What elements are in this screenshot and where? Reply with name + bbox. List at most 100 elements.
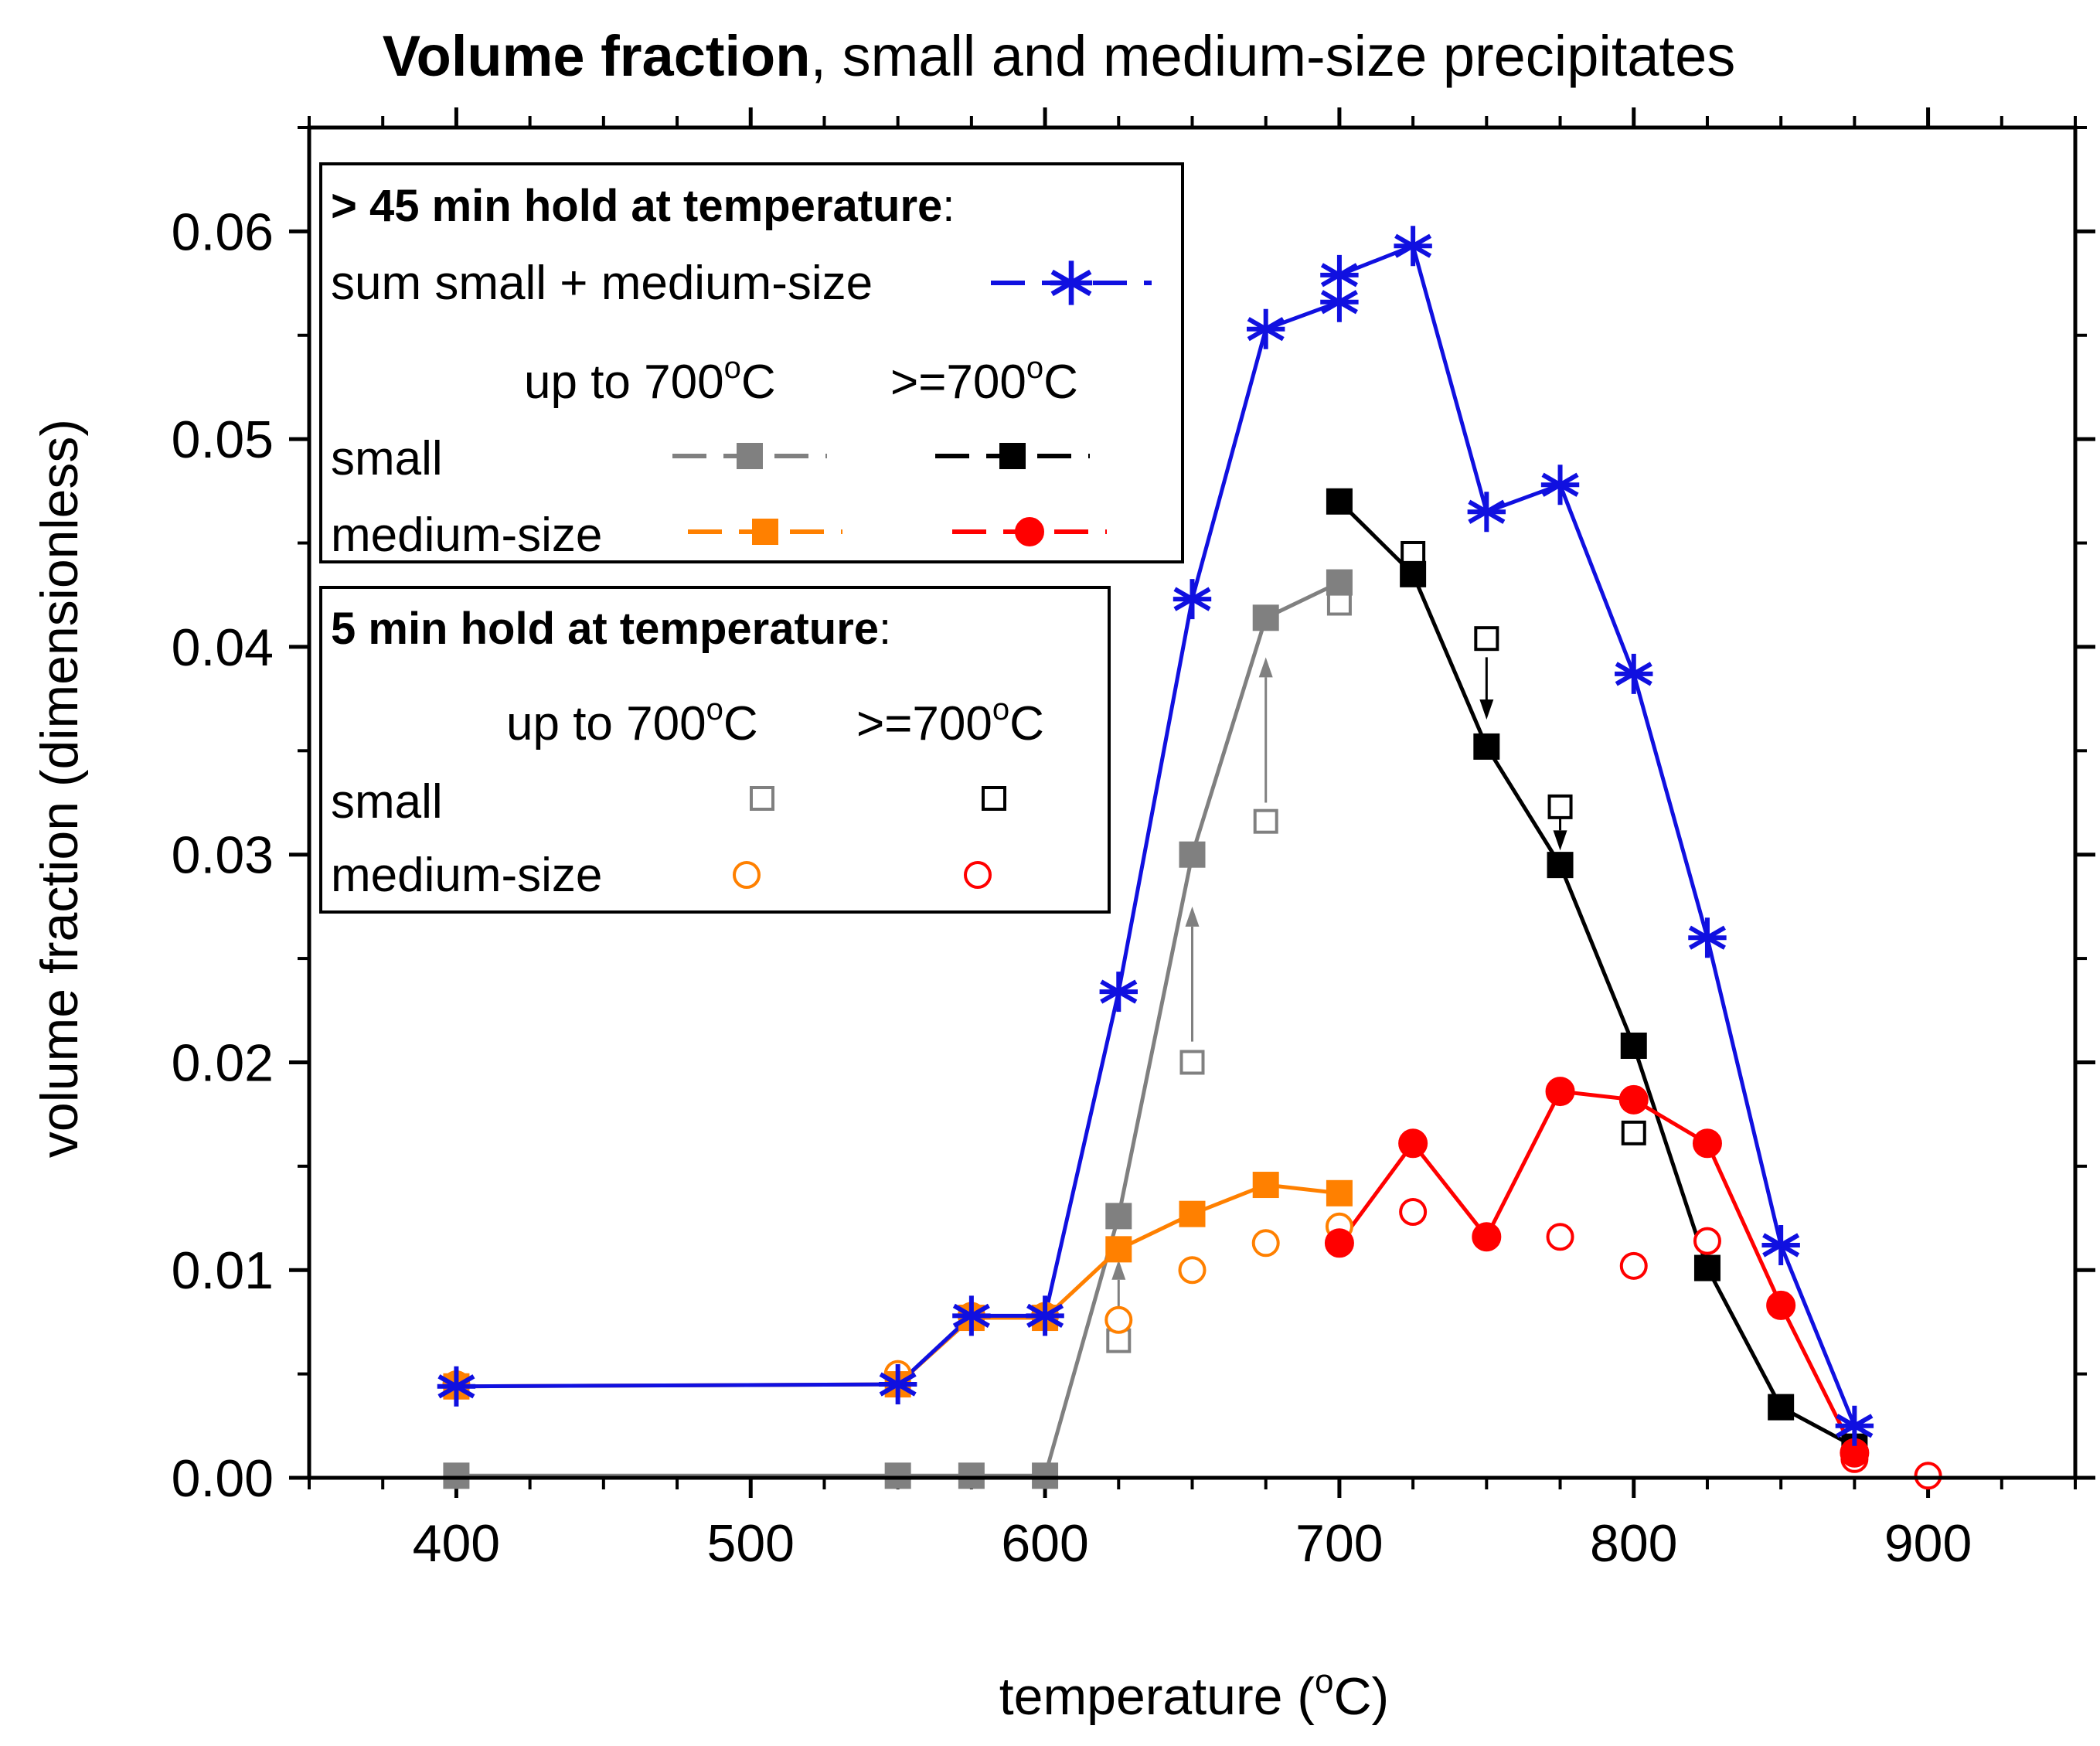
arrow-head	[1185, 906, 1200, 927]
legend-long-row-medium: medium-size	[331, 509, 602, 562]
x-axis-label-end: C)	[1333, 1667, 1389, 1726]
point-small_low	[884, 1462, 911, 1489]
point-medium_high	[1398, 1128, 1428, 1159]
legend-long-hold-heading-bold: > 45 min hold at temperature	[331, 181, 942, 231]
point-small_high	[1400, 560, 1427, 587]
legend-long-col2-c: C	[1043, 356, 1078, 409]
point-sum	[1688, 917, 1727, 958]
shift-arrows	[1111, 657, 1567, 1322]
y-tick-label: 0.05	[172, 410, 274, 469]
point-small_high	[1326, 488, 1353, 515]
point-small_high	[1693, 1254, 1721, 1281]
point-small_low	[1105, 1203, 1132, 1230]
point-sum	[1394, 226, 1432, 267]
legend-marker-small_high	[999, 443, 1026, 469]
point-medium_high	[1545, 1077, 1575, 1107]
legend-long-samples	[672, 443, 1107, 546]
legend-marker-medium-high-5	[964, 861, 992, 889]
legend-long-hold-heading: > 45 min hold at temperature:	[331, 181, 955, 231]
legend-short-col2-c: C	[1009, 697, 1044, 750]
chart-title: Volume fraction, small and medium-size p…	[383, 24, 1736, 88]
legend-long-hold-heading-colon: :	[942, 181, 955, 231]
legend-short-row-medium: medium-size	[331, 849, 602, 902]
x-axis-label: temperature (oC)	[999, 1663, 1389, 1726]
point-sum	[437, 1366, 476, 1407]
chart-title-rest: , small and medium-size precipitates	[810, 24, 1735, 88]
point-medium_low_5	[1251, 1229, 1280, 1258]
point-medium_high_5	[1619, 1251, 1648, 1280]
x-tick-label: 400	[413, 1514, 500, 1573]
legend-short-col1-sup: o	[706, 693, 723, 727]
point-small_low_5	[1179, 1050, 1205, 1075]
point-sum	[1467, 492, 1506, 533]
point-sum	[1540, 465, 1580, 505]
legend-short-hold-box	[319, 586, 1111, 914]
point-medium_high_5	[1914, 1462, 1942, 1490]
point-small_low_5	[1326, 591, 1352, 616]
chart-title-bold: Volume fraction	[383, 24, 811, 88]
x-tick-label: 800	[1590, 1514, 1677, 1573]
legend-short-hold-heading-colon: :	[879, 604, 891, 654]
legend-marker-medium_low	[752, 519, 778, 545]
point-medium_low	[1179, 1200, 1206, 1227]
arrow-head	[1479, 699, 1494, 720]
point-sum	[1026, 1295, 1064, 1336]
legend-short-hold-heading: 5 min hold at temperature:	[331, 604, 891, 654]
point-medium_high	[1766, 1290, 1796, 1320]
point-medium_low	[1326, 1179, 1353, 1207]
point-small_high_5	[1474, 626, 1499, 652]
legend-long-col2-header: >=700oC	[890, 351, 1078, 409]
legend-short-col2-header: >=700oC	[856, 693, 1044, 750]
plot-frame	[307, 125, 2078, 1480]
point-medium_low_5	[1104, 1305, 1133, 1334]
arrow-head	[1258, 657, 1273, 678]
point-small_high	[1473, 733, 1500, 760]
point-sum	[1173, 579, 1212, 620]
line-medium_low	[456, 1183, 1340, 1389]
point-small_high_5	[1547, 794, 1573, 819]
point-medium_low	[1252, 1172, 1279, 1199]
y-tick-label: 0.02	[172, 1033, 274, 1092]
point-sum	[952, 1295, 991, 1336]
line-medium_high	[1337, 1089, 1857, 1454]
legend-long-col1-main: up to 700	[524, 356, 724, 409]
point-sum	[1320, 254, 1359, 295]
point-small_high_5	[1401, 540, 1426, 566]
legend-sum-sample	[991, 260, 1152, 305]
legend-long-col2-sup: o	[1026, 351, 1043, 385]
legend-short-hold: 5 min hold at temperature: up to 700oC >…	[319, 586, 1111, 914]
legend-marker-small-high-5	[982, 786, 1006, 811]
y-tick-label: 0.03	[172, 826, 274, 885]
axis-ticks: 400 500 600 700 800 900 0.00 0.01 0.02 0.03 0.04 0.…	[172, 107, 2095, 1573]
point-small_low	[1032, 1462, 1059, 1489]
arrow-head	[1553, 830, 1567, 851]
point-sum	[1247, 308, 1285, 349]
series-markers	[437, 226, 1942, 1490]
legend-short-hold-heading-bold: 5 min hold at temperature	[331, 604, 879, 654]
x-tick-label: 500	[707, 1514, 795, 1573]
point-small_low	[1326, 569, 1353, 596]
point-small_low	[1252, 604, 1279, 631]
point-medium_high_5	[1546, 1223, 1574, 1251]
legend-long-hold: > 45 min hold at temperature: sum small …	[319, 162, 1184, 563]
point-medium_high_5	[1693, 1227, 1721, 1255]
legend-marker-medium-low-5	[733, 861, 761, 889]
legend-short-samples	[733, 786, 1006, 889]
legend-short-col1-header: up to 700oC	[506, 693, 758, 750]
point-medium_high	[1472, 1222, 1502, 1252]
point-medium_high_5	[1399, 1197, 1428, 1226]
point-sum	[878, 1364, 917, 1405]
legend-marker-medium_high	[1015, 517, 1044, 546]
x-axis-label-sup: o	[1315, 1663, 1333, 1700]
point-medium_low_5	[1178, 1256, 1207, 1285]
y-tick-label: 0.06	[172, 203, 274, 261]
point-sum	[1615, 653, 1653, 694]
point-small_high	[1620, 1032, 1647, 1059]
legend-long-col1-sup: o	[724, 351, 741, 385]
legend-long-col1-c: C	[741, 356, 776, 409]
x-tick-label: 600	[1001, 1514, 1088, 1573]
legend-short-col1-c: C	[723, 697, 758, 750]
x-tick-label: 700	[1295, 1514, 1383, 1573]
legend-short-col2-sup: o	[992, 693, 1009, 727]
